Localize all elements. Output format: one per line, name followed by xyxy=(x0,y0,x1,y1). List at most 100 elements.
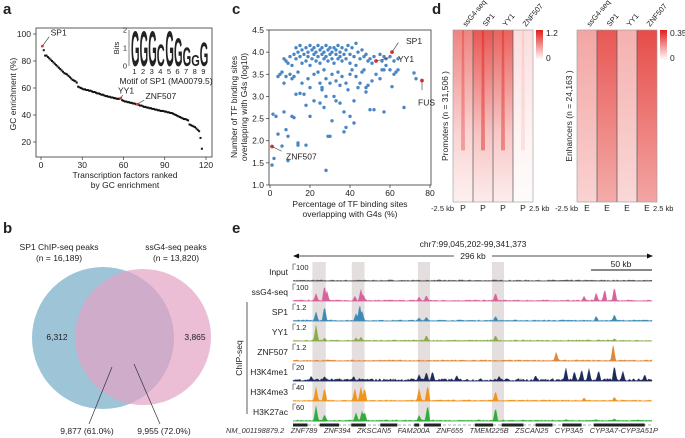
data-point xyxy=(360,48,364,52)
data-point xyxy=(49,58,52,61)
color-scale-max: 1.2 xyxy=(546,28,558,38)
data-point xyxy=(330,119,334,123)
data-point xyxy=(148,107,151,110)
data-point xyxy=(294,46,298,50)
data-point xyxy=(167,111,170,114)
data-point xyxy=(194,126,196,129)
data-point xyxy=(298,91,302,96)
data-point xyxy=(348,72,352,76)
data-point xyxy=(101,93,104,96)
highlight-region xyxy=(351,262,365,422)
data-point xyxy=(332,46,336,50)
data-point xyxy=(280,70,284,74)
plot-frame xyxy=(35,27,213,158)
leader-line xyxy=(271,146,282,152)
signal-track xyxy=(292,386,653,402)
data-point xyxy=(378,77,382,81)
data-point xyxy=(320,85,324,90)
set-a-count: (n = 16,189) xyxy=(36,253,82,263)
data-point xyxy=(336,43,340,48)
panel-label-d: d xyxy=(432,1,441,18)
data-point xyxy=(272,156,276,161)
data-point xyxy=(300,61,304,65)
data-point xyxy=(84,88,86,91)
x-tick-label: 0 xyxy=(268,188,273,198)
center-label: P xyxy=(500,203,506,213)
data-point xyxy=(340,46,344,50)
y-tick-label: 80 xyxy=(22,56,32,66)
data-point xyxy=(316,43,320,48)
column-label: SP1 xyxy=(605,12,621,29)
point-label: ZNF507 xyxy=(286,151,317,161)
data-point xyxy=(276,132,280,136)
data-point xyxy=(412,71,416,75)
leader-line xyxy=(88,366,113,425)
track-scale-bracket xyxy=(292,343,296,350)
data-point xyxy=(358,81,362,85)
track-scale-bracket xyxy=(292,303,296,310)
overlap-b-label: 9,955 (72.0%) xyxy=(137,426,191,436)
center-signal xyxy=(481,30,485,151)
data-point xyxy=(198,130,201,133)
data-point xyxy=(384,63,388,68)
data-point xyxy=(352,54,356,59)
y-axis-label-line2: overlapping with G4s (log10) xyxy=(239,53,249,161)
data-point xyxy=(173,113,176,116)
data-point xyxy=(330,57,334,61)
data-point xyxy=(93,91,96,94)
data-point xyxy=(326,59,330,63)
data-point xyxy=(316,70,320,74)
data-point xyxy=(59,68,62,71)
data-point xyxy=(332,61,336,65)
color-scale-min: 0 xyxy=(546,53,551,63)
data-point xyxy=(170,111,173,114)
data-point xyxy=(132,102,135,105)
data-point xyxy=(141,105,144,108)
data-point xyxy=(350,68,354,72)
track-max-label: 20 xyxy=(296,363,304,372)
data-point xyxy=(66,73,69,76)
left-range-label: -2.5 kb xyxy=(555,204,578,213)
data-point xyxy=(271,112,275,116)
data-point xyxy=(328,134,332,138)
scale-bar-label: 50 kb xyxy=(611,259,632,269)
data-point xyxy=(77,85,80,88)
data-point xyxy=(294,92,298,96)
x-tick-label: 60 xyxy=(385,188,395,198)
data-point xyxy=(282,57,286,61)
motif-letter: G xyxy=(183,44,192,73)
x-axis-label-line2: by GC enrichment xyxy=(91,180,160,190)
data-point xyxy=(60,69,63,72)
data-point xyxy=(332,94,336,99)
data-point xyxy=(284,127,288,132)
data-point xyxy=(68,76,71,79)
y-axis-label: Bits xyxy=(112,42,121,55)
data-point xyxy=(150,107,152,110)
motif-letter: C xyxy=(157,39,165,74)
gene-label: TMEM225B xyxy=(469,426,509,435)
data-point xyxy=(312,46,316,50)
data-point xyxy=(189,124,192,127)
data-point xyxy=(364,90,368,94)
only-a-count: 6,312 xyxy=(46,332,68,342)
heatmap-column xyxy=(493,30,513,202)
data-point xyxy=(155,108,158,111)
data-point xyxy=(374,72,378,76)
track-name: SP1 xyxy=(272,307,288,317)
gene-model xyxy=(562,423,582,427)
data-point xyxy=(185,118,188,121)
data-point xyxy=(67,74,70,77)
data-point xyxy=(284,59,288,63)
heatmap-column xyxy=(597,30,617,202)
motif-letter: G xyxy=(165,20,174,77)
x-tick-label: 80 xyxy=(425,188,435,198)
track-scale-bracket xyxy=(292,283,296,290)
gene-label: FAM200A xyxy=(397,426,430,435)
set-a-name: SP1 ChIP-seq peaks xyxy=(20,242,99,252)
data-point xyxy=(44,54,47,57)
data-point xyxy=(354,63,358,68)
data-point xyxy=(344,48,348,52)
data-point xyxy=(298,54,302,59)
data-point xyxy=(187,119,190,122)
